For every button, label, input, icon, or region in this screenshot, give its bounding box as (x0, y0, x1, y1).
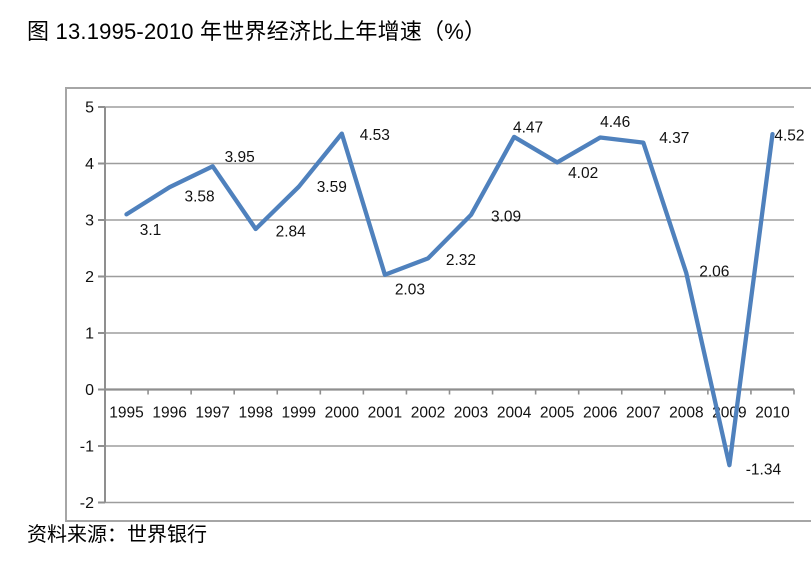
data-label: 3.58 (185, 189, 215, 206)
y-tick-label: 0 (85, 382, 94, 399)
data-label: -1.34 (746, 462, 782, 479)
data-label: 4.47 (513, 119, 543, 136)
chart-canvas: 5 4 3 2 1 0 -1 -2 1995 1996 1997 1998 1999 2000 2001 20… (65, 87, 811, 522)
data-line (124, 131, 775, 468)
data-label: 2.03 (395, 281, 425, 298)
data-label: 4.37 (659, 130, 689, 147)
data-label: 3.09 (491, 208, 521, 225)
y-tick-label: 1 (85, 326, 94, 343)
y-tick-label: 2 (85, 269, 94, 286)
x-tick-label: 1998 (238, 405, 272, 422)
source-note: 资料来源：世界银行 (27, 524, 207, 546)
x-tick-label: 1999 (282, 405, 316, 422)
x-tick-label: 1997 (195, 405, 229, 422)
x-tick-label: 1996 (152, 405, 186, 422)
data-label: 2.06 (699, 264, 729, 281)
y-tick-label: -1 (80, 439, 94, 456)
data-label: 3.1 (140, 222, 162, 239)
x-tick-label: 2000 (325, 405, 360, 422)
y-tick-label: -2 (80, 495, 94, 512)
y-tick-label: 3 (85, 213, 94, 230)
line-chart: 5 4 3 2 1 0 -1 -2 1995 1996 1997 1998 1999 2000 2001 20… (65, 87, 811, 522)
x-tick-label: 2004 (497, 405, 532, 422)
chart-title: 图 13.1995-2010 年世界经济比上年增速（%） (27, 19, 487, 44)
chart-border (65, 87, 811, 522)
y-tick-label: 5 (85, 100, 94, 117)
data-label: 4.52 (774, 128, 804, 145)
x-tick-label: 2005 (540, 405, 574, 422)
data-label: 3.59 (317, 179, 347, 196)
x-tick-label: 2003 (454, 405, 488, 422)
y-tick-label: 4 (85, 156, 94, 173)
data-label: 4.02 (568, 165, 598, 182)
x-tick-label: 1995 (109, 405, 143, 422)
x-tick-label: 2010 (755, 405, 790, 422)
data-label: 2.84 (276, 224, 307, 241)
data-label: 3.95 (225, 149, 255, 166)
data-label: 4.53 (360, 127, 390, 144)
x-tick-label: 2007 (626, 405, 660, 422)
x-tick-label: 2001 (368, 405, 402, 422)
data-label: 4.46 (600, 114, 630, 131)
x-tick-label: 2008 (669, 405, 703, 422)
data-label: 2.32 (446, 252, 476, 269)
x-tick-label: 2006 (583, 405, 617, 422)
x-tick-label: 2002 (411, 405, 445, 422)
